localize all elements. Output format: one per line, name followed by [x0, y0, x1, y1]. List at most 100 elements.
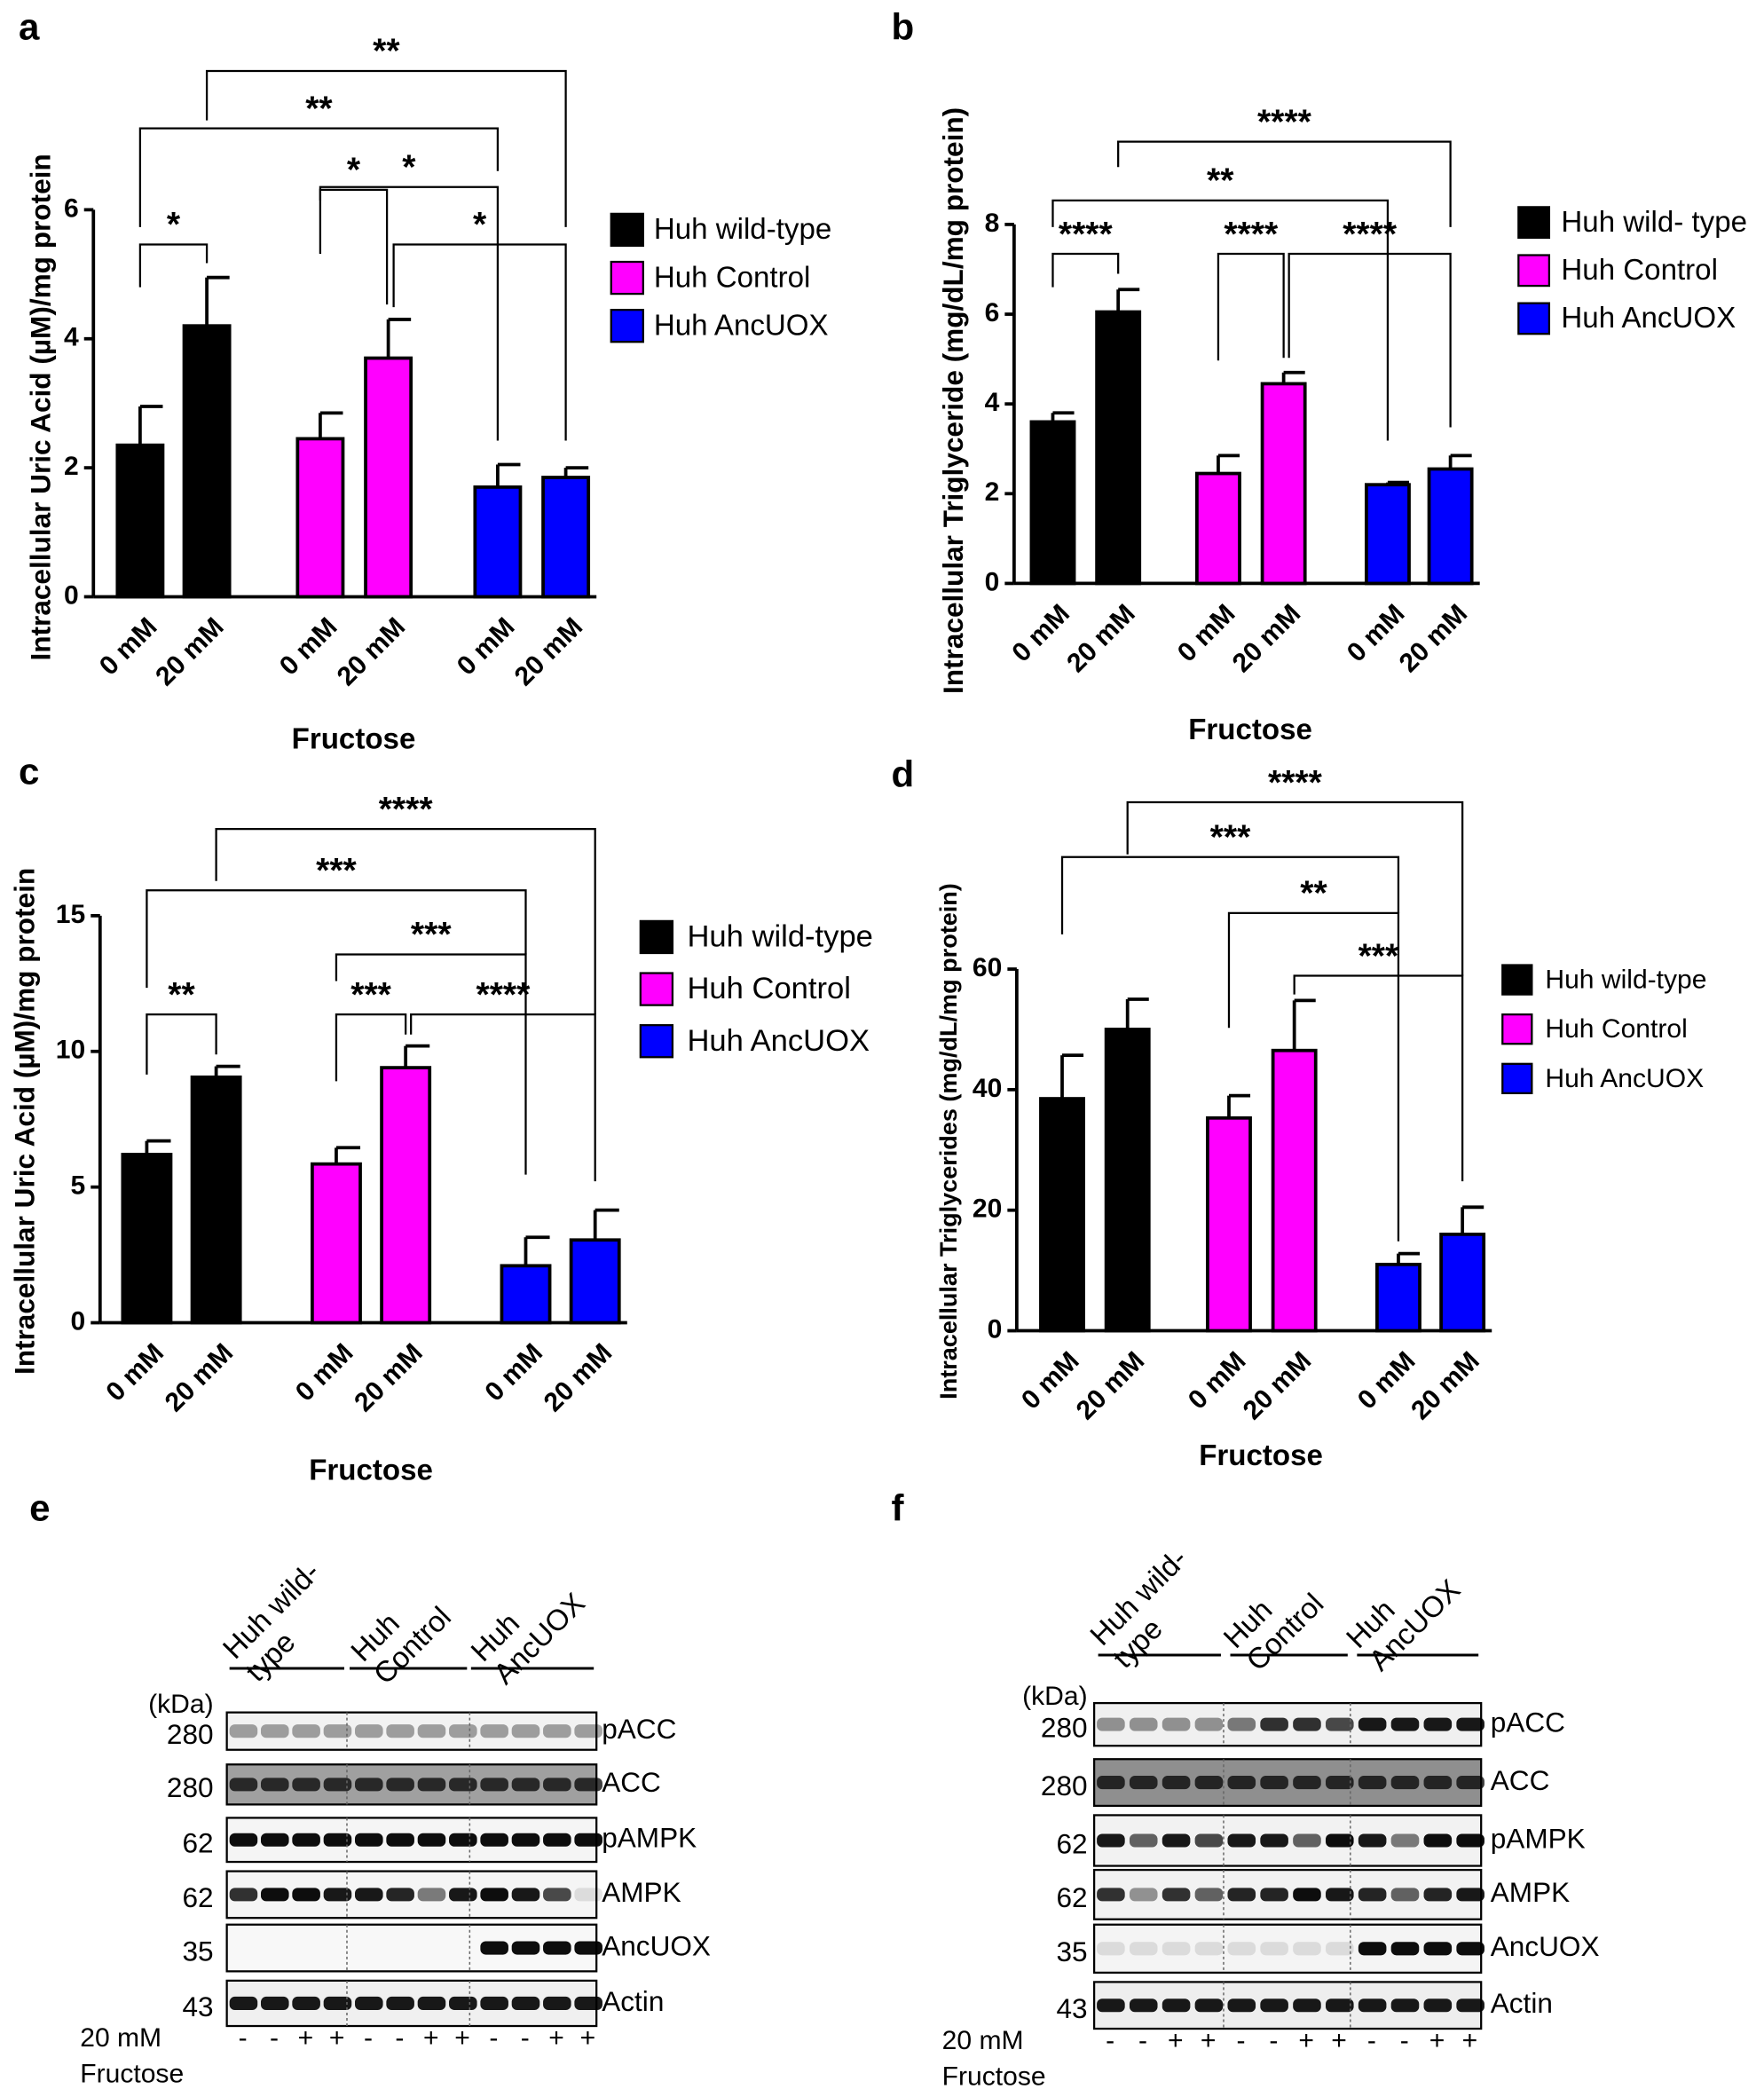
legend-swatch — [1501, 1013, 1533, 1045]
blot-band — [260, 1996, 289, 2010]
blot-band — [229, 1778, 258, 1792]
blot-band — [1358, 1888, 1387, 1902]
bar — [295, 437, 345, 599]
treatment-sign: + — [298, 2023, 314, 2053]
treatment-sign: - — [521, 2023, 530, 2053]
blot-band — [511, 1888, 540, 1902]
blot-band — [260, 1888, 289, 1902]
blot-band — [1194, 1942, 1224, 1956]
protein-label: AncUOX — [602, 1929, 711, 1961]
bar — [182, 324, 232, 599]
bar — [569, 1238, 621, 1325]
x-axis-label: Fructose — [292, 723, 416, 756]
treatment-sign: + — [1331, 2026, 1347, 2055]
significance-bracket — [335, 1013, 407, 1082]
y-tick-label: 0 — [985, 567, 1000, 596]
significance-bracket — [1217, 252, 1285, 361]
legend-swatch — [639, 919, 674, 955]
blot-band — [1097, 1833, 1125, 1848]
significance-bracket — [1060, 855, 1400, 934]
legend-swatch — [1501, 1062, 1533, 1095]
blot-band — [543, 1941, 571, 1955]
panel-label: a — [19, 5, 40, 47]
treatment-sign: + — [1201, 2026, 1217, 2055]
blot-band — [1162, 1776, 1191, 1790]
blot-band — [1358, 1833, 1387, 1848]
blot-band — [449, 1888, 477, 1902]
blot-band — [386, 1778, 414, 1792]
kda-header: (kDa) — [148, 1690, 213, 1719]
legend-swatch — [639, 1024, 674, 1059]
blot-band — [1293, 1717, 1321, 1731]
significance-label: *** — [1210, 818, 1251, 856]
significance-label: **** — [1224, 216, 1279, 254]
legend-swatch — [639, 972, 674, 1006]
treatment-sign: + — [454, 2023, 470, 2053]
blot-band — [1456, 1942, 1484, 1956]
blot-band — [1358, 1942, 1387, 1956]
y-tick-label: 15 — [56, 900, 85, 929]
blot-band — [1097, 1776, 1125, 1790]
protein-label: ACC — [1491, 1764, 1550, 1796]
treatment-sign: - — [1138, 2026, 1147, 2055]
legend-label: Huh Control — [687, 972, 851, 1005]
panel-label: b — [892, 5, 915, 47]
significance-label: **** — [379, 791, 434, 829]
kda-label: 43 — [182, 1991, 213, 2022]
blot-band — [1456, 1776, 1484, 1790]
treatment-sign: - — [1269, 2026, 1278, 2055]
blot-band — [417, 1778, 446, 1792]
significance-bracket — [1051, 199, 1390, 441]
treatment-sign: - — [1106, 2026, 1114, 2055]
legend-label: Huh AncUOX — [654, 309, 829, 342]
blot-band — [1227, 1888, 1256, 1902]
x-axis-label: Fructose — [1188, 713, 1312, 746]
blot-band — [1227, 1942, 1256, 1956]
legend-swatch — [1517, 206, 1551, 240]
blot-band — [574, 1941, 602, 1955]
significance-bracket — [319, 185, 500, 441]
blot-band — [574, 1888, 602, 1902]
blot-band — [1423, 1942, 1453, 1956]
blot-band — [417, 1724, 446, 1738]
treatment-label: 20 mM — [80, 2023, 161, 2053]
y-tick-label: 20 — [973, 1194, 1002, 1224]
blot-band — [543, 1888, 571, 1902]
bar — [500, 1264, 552, 1325]
blot-band — [1097, 1888, 1125, 1902]
blot-band — [511, 1941, 540, 1955]
x-axis-label: Fructose — [1199, 1439, 1323, 1472]
y-tick-label: 0 — [988, 1314, 1003, 1344]
significance-label: **** — [1268, 764, 1323, 802]
blot-band — [323, 1996, 352, 2010]
legend-label: Huh wild- type — [1561, 206, 1747, 239]
y-tick-label: 8 — [985, 209, 1000, 238]
protein-label: pAMPK — [1491, 1822, 1586, 1854]
blot-band — [480, 1941, 508, 1955]
significance-label: ** — [373, 33, 400, 71]
significance-label: *** — [316, 852, 357, 890]
protein-label: AncUOX — [1491, 1930, 1600, 1962]
blot-band — [1358, 1717, 1387, 1731]
blot-band — [1456, 1717, 1484, 1731]
blot-band — [480, 1996, 508, 2010]
significance-bracket — [392, 243, 567, 441]
kda-label: 62 — [1056, 1881, 1087, 1913]
blot-band — [1293, 1942, 1321, 1956]
legend-swatch — [1517, 254, 1551, 288]
significance-label: *** — [1358, 937, 1399, 975]
significance-bracket — [138, 127, 500, 227]
y-tick-label: 0 — [64, 580, 79, 610]
blot-band — [229, 1996, 258, 2010]
blot-band — [1423, 1776, 1453, 1790]
treatment-sign: + — [580, 2023, 596, 2053]
blot-band — [1260, 1998, 1288, 2013]
treatment-label: Fructose — [942, 2062, 1046, 2092]
y-tick-label: 6 — [985, 298, 1000, 327]
blot-band — [386, 1833, 414, 1847]
bar — [190, 1075, 242, 1325]
blot-band — [1260, 1942, 1288, 1956]
significance-label: **** — [476, 976, 532, 1014]
blot-band — [292, 1996, 320, 2010]
